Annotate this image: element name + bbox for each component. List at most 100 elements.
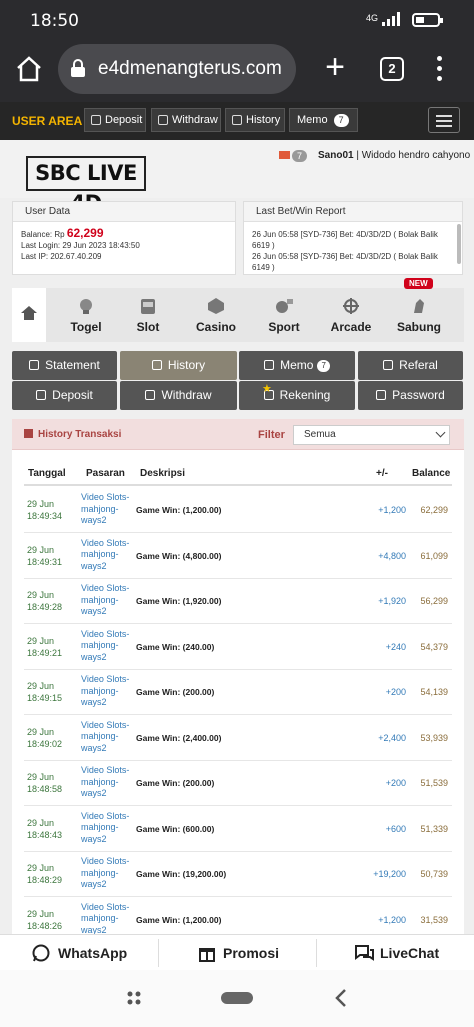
- history-icon: [151, 360, 162, 370]
- row-description: Game Win: (2,400.00): [136, 732, 222, 743]
- row-description: Game Win: (240.00): [136, 641, 215, 652]
- row-pasaran-line: Video Slots-: [81, 856, 130, 866]
- promosi-button[interactable]: Promosi: [198, 935, 279, 971]
- site-logo[interactable]: SBC LIVE 4D: [26, 156, 146, 215]
- filter-select[interactable]: Semua: [293, 425, 450, 445]
- password-label: Password: [392, 388, 445, 402]
- row-pasaran[interactable]: Video Slots-mahjong-ways2: [81, 856, 133, 891]
- row-amount: +240: [385, 641, 406, 652]
- memo-icon: [264, 360, 275, 370]
- col-tanggal: Tanggal: [28, 468, 66, 479]
- recent-apps-icon[interactable]: [126, 990, 142, 1006]
- sabung-icon: [414, 299, 424, 313]
- header-memo-button[interactable]: Memo 7: [289, 108, 358, 132]
- row-pasaran[interactable]: Video Slots-mahjong-ways2: [81, 674, 133, 709]
- tab-slot[interactable]: Slot: [118, 288, 178, 342]
- history-title-text: History Transaksi: [38, 429, 122, 440]
- mail-icon[interactable]: [279, 151, 290, 159]
- col-deskripsi: Deskripsi: [140, 468, 186, 479]
- row-pasaran-line: mahjong-: [81, 776, 119, 787]
- back-icon[interactable]: [334, 988, 348, 1008]
- address-bar[interactable]: e4dmenangterus.com: [58, 44, 296, 94]
- row-pasaran[interactable]: Video Slots-mahjong-ways2: [81, 902, 133, 935]
- row-pasaran-line: ways2: [81, 742, 107, 753]
- last-bet-line: 26 Jun 05:58 [SYD-736] Bet: 4D/3D/2D ( B…: [252, 230, 438, 239]
- row-description: Game Win: (1,920.00): [136, 596, 222, 606]
- row-pasaran-line: Video Slots-: [81, 537, 130, 548]
- history-button[interactable]: History: [120, 351, 237, 380]
- tab-sabung[interactable]: Sabung: [386, 288, 452, 342]
- tab-casino[interactable]: Casino: [184, 288, 248, 342]
- row-amount: +600: [385, 823, 406, 834]
- row-pasaran[interactable]: Video Slots-mahjong-ways2: [81, 583, 133, 618]
- row-date: 29 Jun 18:48:58: [27, 771, 75, 795]
- row-date: 29 Jun 18:49:31: [27, 544, 75, 568]
- row-pasaran-line: ways2: [81, 833, 107, 844]
- whatsapp-icon: [32, 944, 50, 962]
- last-bet-line: 6619 ): [252, 241, 275, 250]
- password-button[interactable]: Password: [358, 381, 463, 410]
- balance-line: Balance: Rp 62,299: [13, 227, 235, 240]
- table-row: 29 Jun 18:49:15 Video Slots-mahjong-ways2 G…: [24, 669, 452, 715]
- header-deposit-button[interactable]: Deposit: [84, 108, 146, 132]
- row-pasaran-line: ways2: [81, 606, 107, 616]
- statement-icon: [29, 360, 40, 370]
- referal-button[interactable]: Referal: [358, 351, 463, 380]
- row-date-day: 29 Jun: [27, 726, 55, 737]
- deposit-button[interactable]: Deposit: [12, 381, 117, 410]
- row-pasaran[interactable]: Video Slots-mahjong-ways2: [81, 765, 133, 800]
- header-history-button[interactable]: History: [225, 108, 285, 132]
- row-pasaran[interactable]: Video Slots-mahjong-ways2: [81, 720, 133, 755]
- row-date-time: 18:49:31: [27, 556, 63, 567]
- row-pasaran-line: ways2: [81, 924, 107, 935]
- row-pasaran-line: Video Slots-: [81, 583, 130, 593]
- header-withdraw-label: Withdraw: [172, 114, 218, 126]
- tab-home[interactable]: [12, 288, 46, 342]
- promosi-label: Promosi: [223, 945, 280, 961]
- home-icon[interactable]: [14, 54, 44, 84]
- togel-icon: [80, 299, 92, 314]
- row-pasaran[interactable]: Video Slots-mahjong-ways2: [81, 492, 133, 527]
- list-icon: [24, 429, 33, 438]
- row-pasaran[interactable]: Video Slots-mahjong-ways2: [81, 629, 133, 664]
- statement-label: Statement: [45, 358, 100, 372]
- home-pill-icon[interactable]: [221, 992, 253, 1004]
- rekening-button[interactable]: Rekening: [239, 381, 355, 410]
- tab-switcher-button[interactable]: 2: [380, 57, 404, 81]
- withdraw-icon: [145, 390, 156, 400]
- row-date: 29 Jun 18:49:02: [27, 726, 75, 750]
- hamburger-menu-button[interactable]: [428, 107, 460, 133]
- rekening-icon: [263, 390, 274, 400]
- row-date-day: 29 Jun: [27, 772, 55, 782]
- browser-menu-button[interactable]: [432, 54, 448, 84]
- row-balance: 62,299: [420, 505, 448, 515]
- row-date-time: 18:49:15: [27, 693, 63, 703]
- tab-togel[interactable]: Togel: [56, 288, 116, 342]
- rekening-label: Rekening: [279, 388, 331, 402]
- table-row: 29 Jun 18:48:58 Video Slots-mahjong-ways2 G…: [24, 760, 452, 806]
- row-pasaran[interactable]: Video Slots-mahjong-ways2: [81, 811, 133, 846]
- new-tab-button[interactable]: +: [325, 48, 345, 86]
- statement-button[interactable]: Statement: [12, 351, 117, 380]
- row-balance: 54,139: [420, 687, 448, 697]
- row-pasaran-line: mahjong-: [81, 594, 119, 605]
- withdraw-button[interactable]: Withdraw: [120, 381, 237, 410]
- row-date-day: 29 Jun: [27, 908, 55, 919]
- memo-button[interactable]: Memo 7: [239, 351, 355, 380]
- system-nav-bar: [0, 970, 474, 1027]
- tab-sport[interactable]: Sport: [252, 288, 316, 342]
- tab-arcade[interactable]: Arcade: [320, 288, 382, 342]
- panel-scrollbar[interactable]: [457, 224, 461, 264]
- livechat-button[interactable]: LiveChat: [354, 935, 439, 971]
- row-pasaran[interactable]: Video Slots-mahjong-ways2: [81, 538, 133, 573]
- battery-icon: [412, 13, 443, 27]
- row-pasaran-line: Video Slots-: [81, 628, 130, 639]
- filter-value: Semua: [304, 429, 336, 440]
- game-category-tabs: Togel Slot Casino Sport Arcade Sabung NE…: [12, 278, 464, 342]
- row-date-day: 29 Jun: [27, 863, 55, 873]
- row-pasaran-line: mahjong-: [81, 503, 119, 514]
- header-withdraw-button[interactable]: Withdraw: [151, 108, 221, 132]
- whatsapp-button[interactable]: WhatsApp: [32, 935, 127, 971]
- table-row: 29 Jun 18:49:31 Video Slots-mahjong-ways2 G…: [24, 533, 452, 579]
- table-row: 29 Jun 18:49:28 Video Slots-mahjong-ways2 G…: [24, 578, 452, 624]
